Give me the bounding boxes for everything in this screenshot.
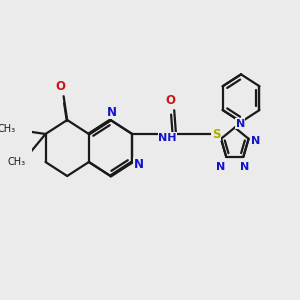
Text: N: N: [134, 158, 143, 170]
Text: S: S: [212, 128, 220, 140]
Text: O: O: [55, 80, 65, 93]
Text: CH₃: CH₃: [0, 124, 16, 134]
Text: N: N: [241, 162, 250, 172]
Text: O: O: [166, 94, 176, 107]
Text: CH₃: CH₃: [8, 157, 26, 167]
Text: N: N: [216, 162, 226, 172]
Text: NH: NH: [158, 133, 177, 143]
Text: N: N: [107, 106, 117, 118]
Text: N: N: [236, 118, 245, 129]
Text: N: N: [251, 136, 260, 146]
